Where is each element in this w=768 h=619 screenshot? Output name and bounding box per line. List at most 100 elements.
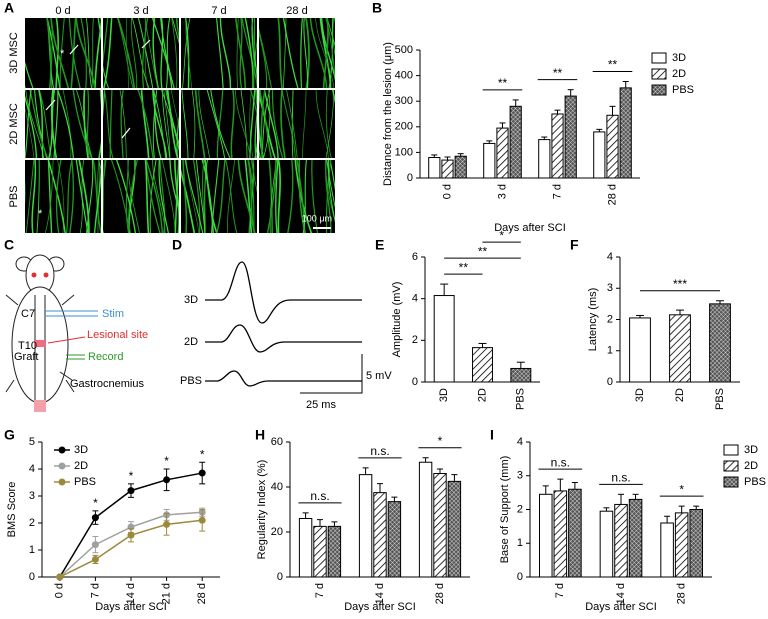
bar (509, 105, 522, 179)
legend-swatch (723, 476, 739, 488)
y-tick-label: 2 (607, 313, 613, 325)
fiber (334, 18, 335, 24)
fiber (44, 160, 54, 233)
significance-label: * (438, 434, 443, 448)
fiber (25, 90, 32, 158)
fiber (259, 90, 272, 158)
point (163, 476, 171, 484)
error-bar (362, 467, 369, 475)
x-tick-label: 0 d (441, 184, 453, 199)
bar (387, 501, 402, 578)
significance-label: *** (673, 277, 687, 291)
fiber (340, 16, 357, 90)
fiber (38, 90, 44, 158)
fiber (191, 90, 196, 158)
error-bar (516, 361, 525, 369)
fibers (103, 18, 179, 88)
y-tick-label: 60 (271, 436, 283, 448)
fiber (326, 160, 335, 209)
panel-letter: D (172, 237, 182, 253)
legend-swatch (723, 444, 739, 456)
error-bar (596, 128, 603, 132)
fiber (160, 18, 164, 88)
panel-letter: E (375, 237, 384, 253)
fiber (303, 18, 309, 88)
fibers (103, 90, 179, 158)
fiber (62, 90, 72, 158)
error-bar (542, 485, 549, 495)
fiber (230, 90, 235, 158)
fiber (127, 160, 138, 233)
bar (568, 488, 582, 578)
fiber (186, 160, 200, 233)
fiber (99, 90, 101, 107)
x-tick-label: 2D (476, 388, 488, 402)
point (91, 514, 99, 522)
y-tick-label: 4 (607, 251, 613, 263)
x-tick-label: 3D (634, 388, 646, 402)
row-label: 2D MSC (8, 103, 20, 145)
column-label: 0 d (55, 5, 70, 17)
error-bar (571, 482, 578, 490)
y-tick-label: 3 (517, 470, 523, 482)
fiber (68, 18, 81, 88)
fiber (137, 18, 154, 88)
fiber (315, 18, 335, 88)
fiber (216, 18, 224, 88)
row-label: PBS (8, 185, 20, 207)
fiber (294, 160, 313, 233)
fiber (198, 90, 210, 158)
x-tick-label: 3D (438, 388, 450, 402)
error-bar (664, 515, 671, 523)
error-bar (302, 512, 309, 519)
legend-label: 2D (74, 460, 88, 472)
error-bar (693, 505, 700, 510)
label-gastrocnemius: Gastrocnemius (70, 378, 144, 390)
point (163, 520, 171, 528)
y-tick-label: 6 (412, 251, 418, 263)
y-tick-label: 3 (29, 490, 35, 502)
fiber (152, 90, 168, 158)
fiber (300, 18, 303, 88)
fiber (72, 90, 93, 158)
bar (689, 509, 704, 578)
fiber (216, 90, 224, 158)
fibers (259, 16, 357, 90)
y-tick-label: 1 (29, 544, 35, 556)
bar (538, 139, 551, 179)
fiber (210, 90, 231, 158)
bar (298, 518, 313, 578)
error-bar (554, 109, 561, 114)
y-tick-label: 1 (607, 345, 613, 357)
fiber (282, 18, 299, 88)
legend-label: PBS (672, 84, 694, 96)
fiber (263, 90, 271, 158)
bar (433, 473, 447, 578)
fiber (162, 90, 171, 158)
fiber (249, 90, 257, 117)
legend-label: 3D (744, 444, 758, 456)
x-tick-label: 7 d (551, 184, 563, 199)
y-tick-label: 500 (395, 44, 413, 56)
fiber (277, 160, 281, 233)
y-axis-label: BMS Score (6, 482, 18, 538)
y-tick-label: 0 (407, 172, 413, 184)
fiber (25, 84, 26, 88)
fiber (181, 90, 189, 158)
error-bar (603, 507, 610, 512)
fiber (103, 18, 113, 88)
point (198, 516, 206, 524)
micrograph (103, 90, 179, 158)
fiber (120, 90, 124, 158)
fiber (184, 18, 190, 88)
label-record: Record (88, 351, 123, 363)
fiber (29, 90, 49, 158)
significance-label: ** (478, 244, 488, 258)
y-tick-label: 0 (29, 571, 35, 583)
micrograph (181, 18, 257, 88)
fiber (109, 90, 113, 158)
error-bar (499, 122, 506, 129)
significance-label: ** (459, 260, 469, 274)
trace (205, 324, 362, 353)
